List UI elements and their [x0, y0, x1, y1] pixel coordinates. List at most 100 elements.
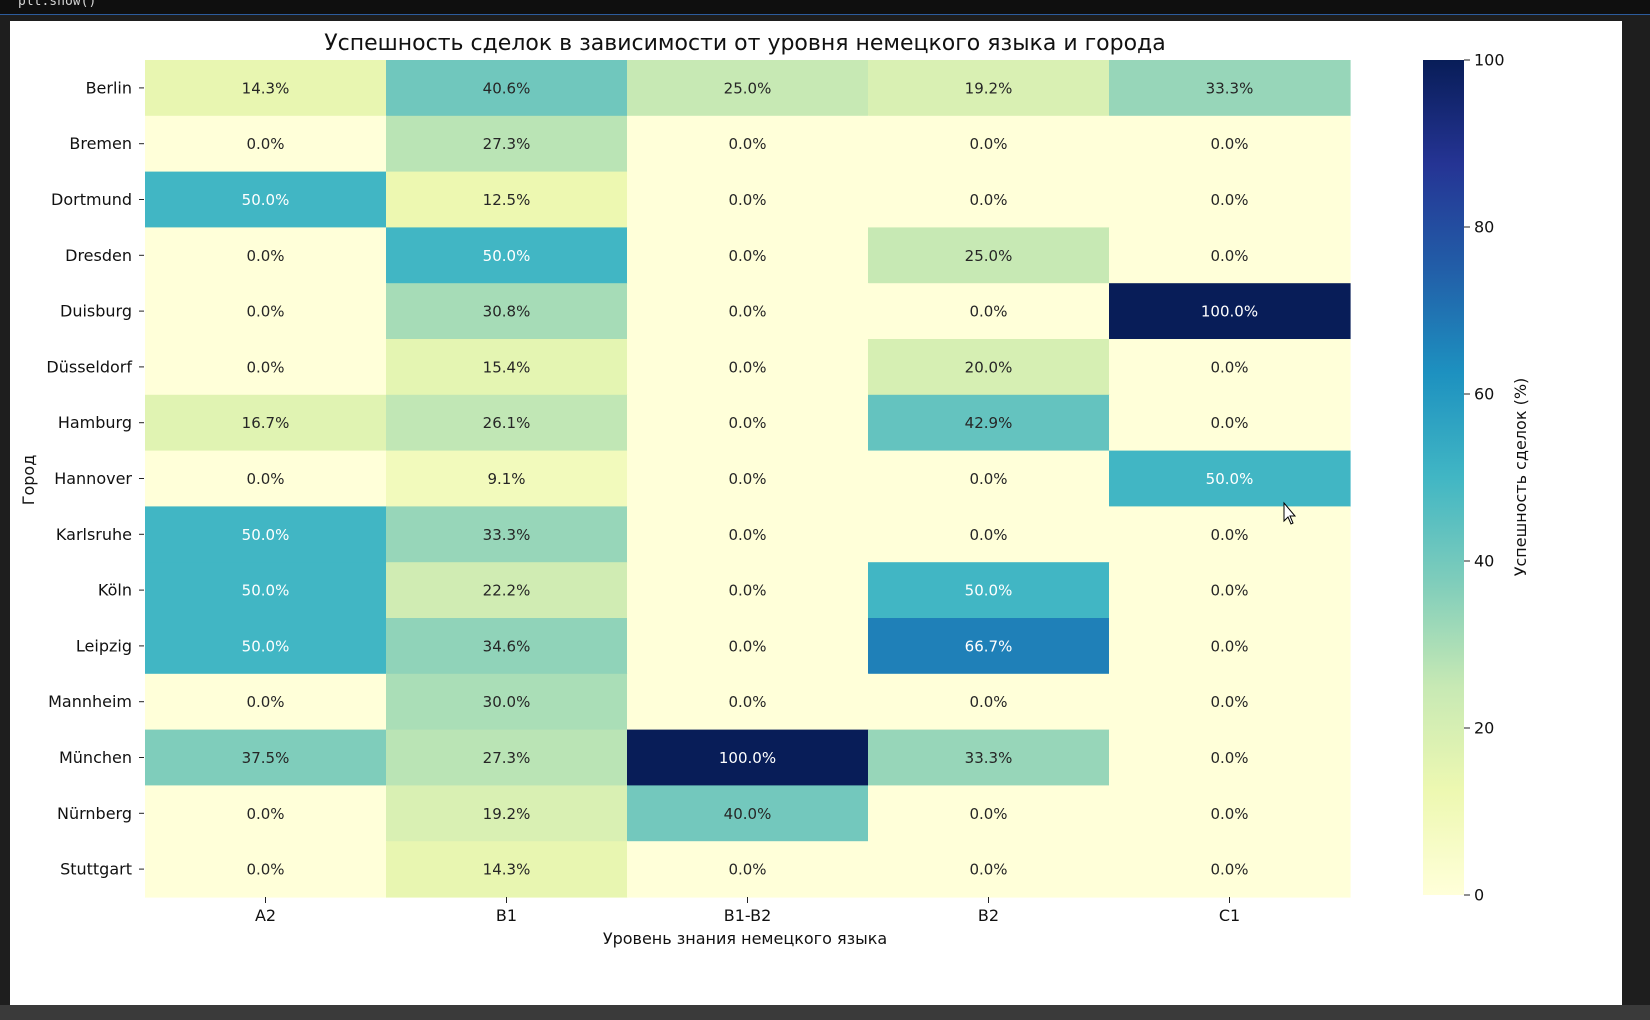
- cell-value-label: 0.0%: [1210, 861, 1248, 879]
- cell-value-label: 9.1%: [487, 470, 525, 488]
- cell-value-label: 0.0%: [728, 135, 766, 153]
- cell-value-label: 66.7%: [965, 637, 1013, 655]
- heatmap-cell: [145, 841, 387, 898]
- cell-value-label: 0.0%: [728, 358, 766, 376]
- cell-value-label: 0.0%: [246, 135, 284, 153]
- heatmap-cell: [627, 115, 869, 173]
- heatmap-chart: Успешность сделок в зависимости от уровн…: [19, 31, 1530, 948]
- heatmap-cell: [627, 450, 869, 507]
- y-tick-label: Duisburg: [60, 302, 132, 321]
- cell-value-label: 0.0%: [969, 805, 1007, 823]
- heatmap-cell: [627, 283, 869, 340]
- cell-value-label: 15.4%: [483, 358, 531, 376]
- cell-value-label: 33.3%: [965, 749, 1013, 767]
- heatmap-cell: [1109, 339, 1351, 396]
- heatmap-cell: [145, 562, 387, 619]
- colorbar-tick-label: 60: [1474, 385, 1494, 404]
- cell-value-label: 0.0%: [728, 303, 766, 321]
- heatmap-cell: [1109, 283, 1351, 340]
- cell-value-label: 0.0%: [1210, 526, 1248, 544]
- cell-value-label: 0.0%: [969, 693, 1007, 711]
- y-tick-label: Dresden: [65, 246, 132, 265]
- cell-value-label: 0.0%: [969, 191, 1007, 209]
- heatmap-cell: [145, 618, 387, 675]
- cell-value-label: 0.0%: [1210, 749, 1248, 767]
- heatmap-cell: [868, 394, 1110, 452]
- heatmap-cell: [1109, 841, 1351, 898]
- heatmap-cell: [145, 227, 387, 284]
- cell-value-label: 50.0%: [242, 637, 290, 655]
- heatmap-cell: [1109, 506, 1351, 563]
- y-tick-label: München: [59, 748, 132, 767]
- x-tick-label: B1-B2: [724, 906, 772, 925]
- x-tick-label: C1: [1219, 906, 1240, 925]
- cell-value-label: 0.0%: [246, 693, 284, 711]
- heatmap-cell: [1109, 562, 1351, 619]
- y-tick-label: Stuttgart: [60, 860, 132, 879]
- heatmap-cell: [627, 729, 869, 786]
- heatmap-cell: [386, 339, 628, 396]
- heatmap-cell: [627, 339, 869, 396]
- heatmap-cell: [145, 506, 387, 563]
- cell-value-label: 0.0%: [969, 135, 1007, 153]
- heatmap-cell: [1109, 115, 1351, 173]
- cell-value-label: 0.0%: [969, 303, 1007, 321]
- heatmap-cell: [868, 339, 1110, 396]
- cell-value-label: 50.0%: [1206, 470, 1254, 488]
- heatmap-cell: [145, 785, 387, 842]
- cell-value-label: 0.0%: [1210, 582, 1248, 600]
- heatmap-cell: [627, 618, 869, 675]
- heatmap-cell: [145, 115, 387, 173]
- heatmap-cell: [386, 562, 628, 619]
- cell-value-label: 42.9%: [965, 414, 1013, 432]
- heatmap-cell: [627, 673, 869, 731]
- y-tick-label: Mannheim: [48, 692, 132, 711]
- heatmap-cell: [386, 729, 628, 786]
- heatmap-cell: [868, 450, 1110, 507]
- cell-value-label: 100.0%: [719, 749, 776, 767]
- x-axis-label: Уровень знания немецкого языка: [603, 929, 887, 948]
- cell-value-label: 0.0%: [246, 303, 284, 321]
- colorbar: [1423, 60, 1464, 895]
- cell-value-label: 12.5%: [483, 191, 531, 209]
- cell-value-label: 0.0%: [728, 470, 766, 488]
- cell-value-label: 0.0%: [1210, 135, 1248, 153]
- cell-value-label: 20.0%: [965, 358, 1013, 376]
- y-tick-label: Hannover: [54, 469, 132, 488]
- cell-value-label: 0.0%: [246, 470, 284, 488]
- heatmap-cell: [627, 785, 869, 842]
- chart-title: Успешность сделок в зависимости от уровн…: [324, 31, 1166, 56]
- colorbar-tick-label: 20: [1474, 719, 1494, 738]
- cell-value-label: 0.0%: [969, 470, 1007, 488]
- heatmap-cell: [1109, 785, 1351, 842]
- cell-value-label: 25.0%: [724, 79, 772, 97]
- cell-value-label: 0.0%: [1210, 247, 1248, 265]
- heatmap-cell: [1109, 60, 1351, 117]
- heatmap-cell: [386, 506, 628, 563]
- heatmap-cell: [386, 673, 628, 731]
- cell-value-label: 16.7%: [242, 414, 290, 432]
- cell-value-label: 14.3%: [242, 79, 290, 97]
- cell-value-label: 0.0%: [728, 191, 766, 209]
- horizontal-scrollbar[interactable]: [0, 1005, 1650, 1020]
- heatmap-cell: [145, 450, 387, 507]
- cell-value-label: 50.0%: [242, 526, 290, 544]
- heatmap-cell: [868, 60, 1110, 117]
- heatmap-cell: [627, 171, 869, 228]
- heatmap-cell: [1109, 227, 1351, 284]
- heatmap-cell: [1109, 450, 1351, 507]
- heatmap-cell: [386, 394, 628, 452]
- heatmap-cell: [145, 339, 387, 396]
- cell-value-label: 0.0%: [246, 247, 284, 265]
- heatmap-cell: [627, 60, 869, 117]
- cell-value-label: 0.0%: [728, 693, 766, 711]
- heatmap-cell: [868, 729, 1110, 786]
- cell-value-label: 50.0%: [242, 582, 290, 600]
- cell-value-label: 0.0%: [969, 526, 1007, 544]
- cell-value-label: 0.0%: [1210, 414, 1248, 432]
- cell-value-label: 0.0%: [728, 861, 766, 879]
- heatmap-cell: [868, 785, 1110, 842]
- heatmap-cell: [1109, 729, 1351, 786]
- heatmap-cell: [386, 60, 628, 117]
- y-tick-label: Karlsruhe: [56, 525, 132, 544]
